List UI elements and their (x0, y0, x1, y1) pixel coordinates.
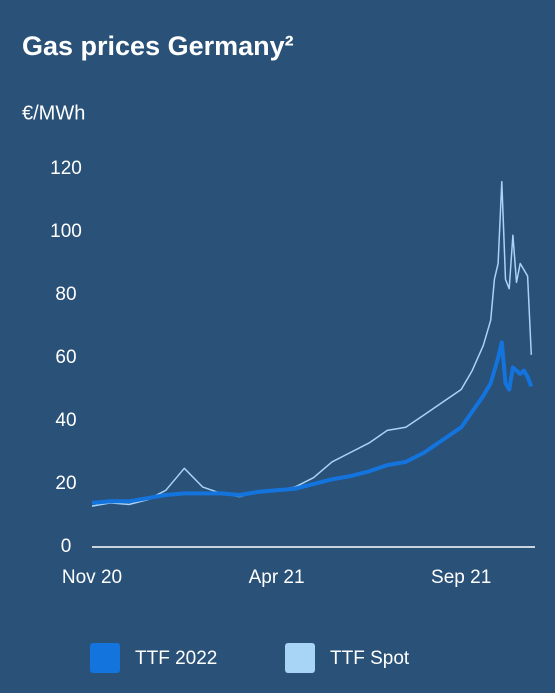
y-tick-label: 100 (50, 221, 82, 242)
x-tick-label: Nov 20 (62, 567, 122, 588)
legend-swatch (285, 643, 315, 673)
y-tick-label: 40 (55, 410, 76, 431)
y-tick-label: 0 (61, 536, 72, 557)
y-tick-label: 60 (55, 347, 76, 368)
y-tick-label: 20 (55, 473, 76, 494)
x-tick-label: Sep 21 (431, 567, 491, 588)
x-tick-label: Apr 21 (249, 567, 305, 588)
legend-label: TTF 2022 (135, 648, 217, 669)
legend-label: TTF Spot (330, 648, 410, 669)
y-tick-label: 80 (55, 284, 76, 305)
line-series (91, 180, 533, 507)
chart-title: Gas prices Germany² (22, 31, 294, 61)
y-tick-label: 120 (50, 158, 82, 179)
y-axis-label: €/MWh (22, 102, 85, 124)
line-series (91, 340, 534, 505)
legend-swatch (90, 643, 120, 673)
